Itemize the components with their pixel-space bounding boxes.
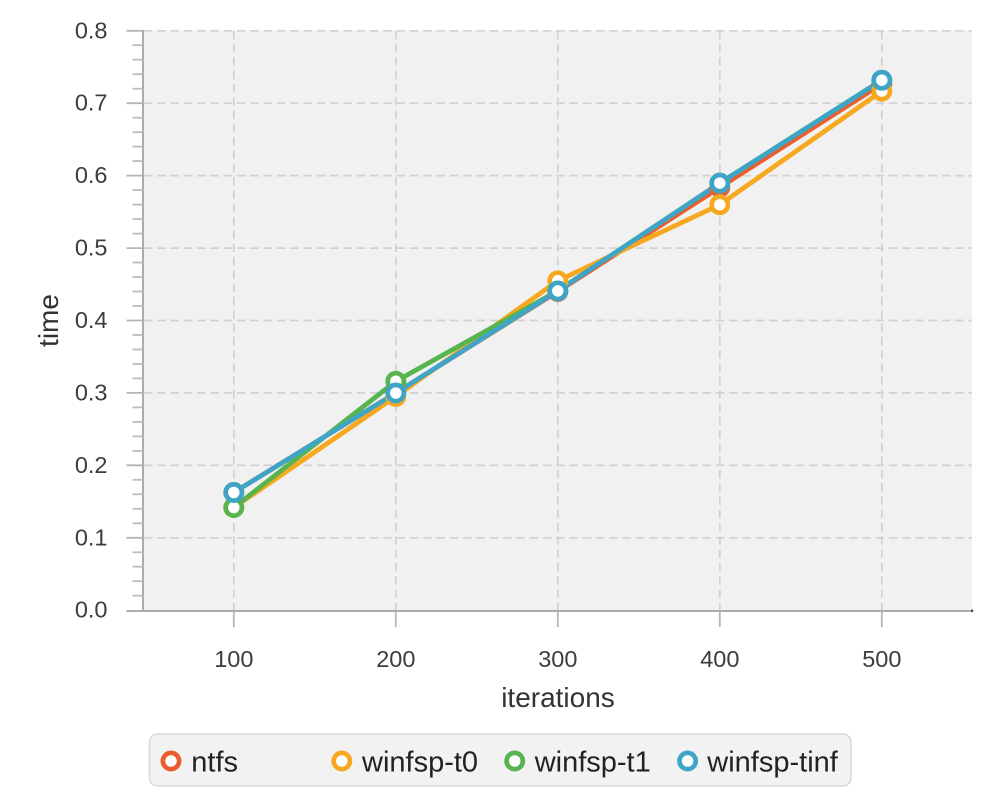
svg-text:200: 200	[376, 646, 415, 672]
svg-text:500: 500	[862, 646, 901, 672]
svg-text:0.8: 0.8	[75, 17, 108, 43]
svg-text:300: 300	[538, 646, 577, 672]
svg-text:ntfs: ntfs	[191, 747, 238, 779]
svg-text:winfsp-t0: winfsp-t0	[361, 747, 478, 779]
svg-text:0.1: 0.1	[75, 524, 108, 550]
svg-text:time: time	[33, 294, 64, 347]
svg-text:0.3: 0.3	[75, 379, 108, 405]
svg-text:0.7: 0.7	[75, 90, 108, 116]
svg-text:winfsp-t1: winfsp-t1	[534, 747, 651, 779]
svg-text:400: 400	[700, 646, 739, 672]
svg-text:0.6: 0.6	[75, 162, 108, 188]
svg-text:winfsp-tinf: winfsp-tinf	[706, 747, 838, 779]
svg-text:0.2: 0.2	[75, 452, 108, 478]
svg-text:0.0: 0.0	[75, 597, 108, 623]
svg-text:0.5: 0.5	[75, 235, 108, 261]
svg-text:iterations: iterations	[501, 682, 615, 713]
svg-text:100: 100	[214, 646, 253, 672]
svg-text:0.4: 0.4	[75, 307, 108, 333]
